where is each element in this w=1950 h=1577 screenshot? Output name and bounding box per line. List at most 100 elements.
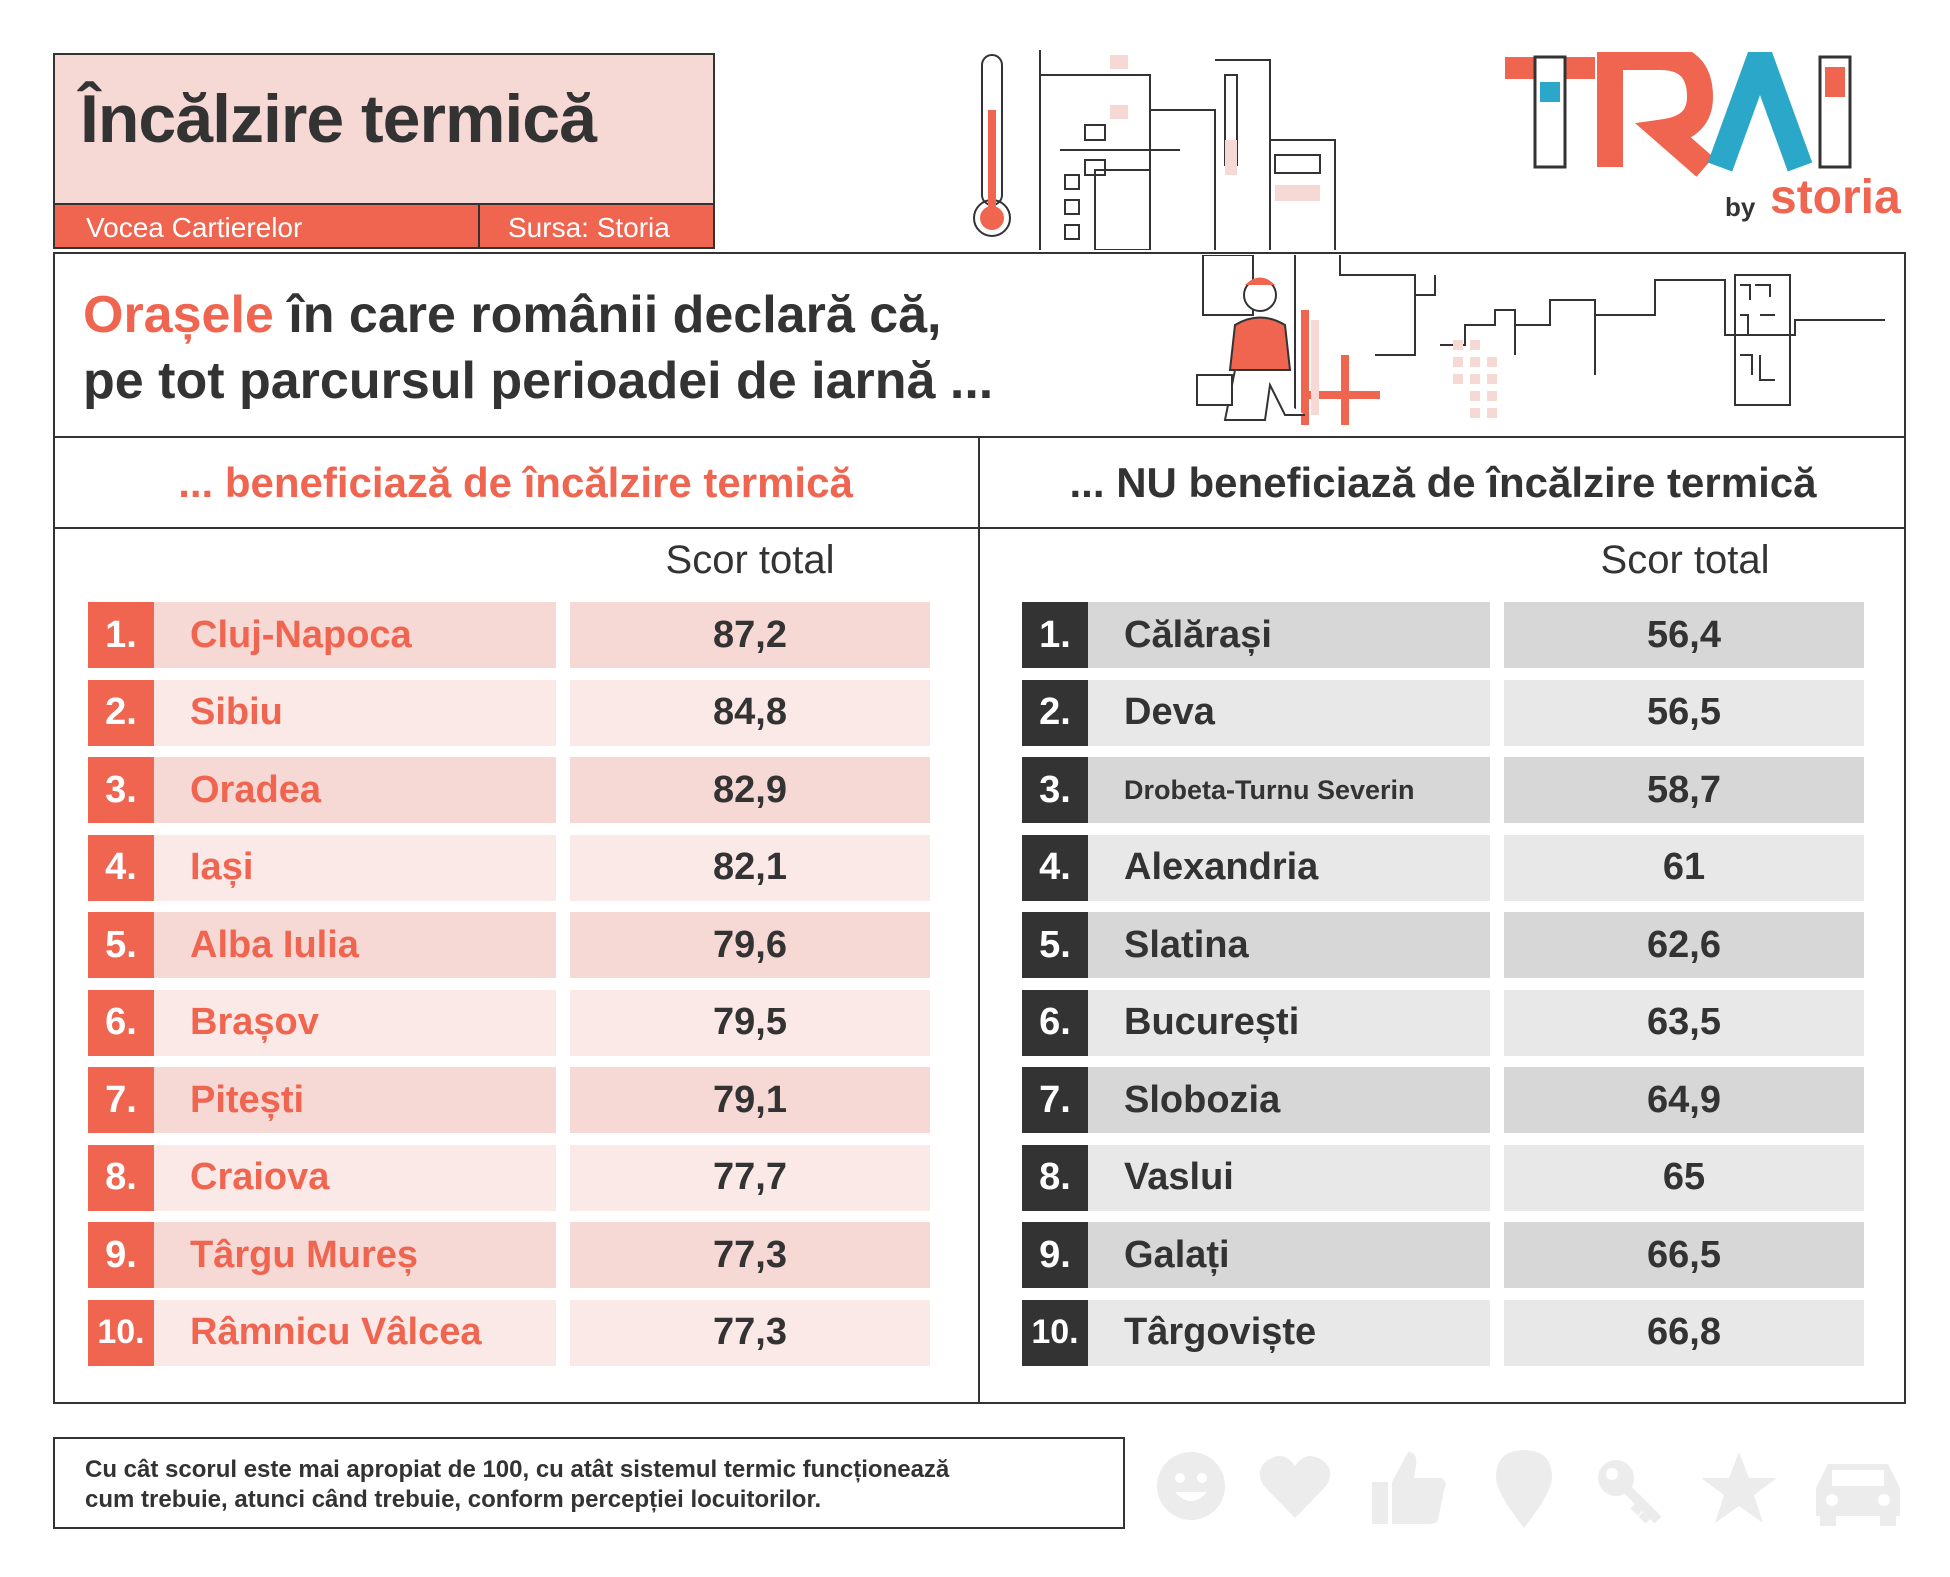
score-value: 84,8 (570, 679, 930, 746)
rank-badge: 7. (1022, 1067, 1088, 1133)
series-label: Vocea Cartierelor (86, 212, 303, 243)
score-value: 77,3 (570, 1299, 930, 1366)
score-value: 61 (1504, 834, 1864, 901)
left-score-header: Scor total (665, 538, 835, 582)
city-name: Oradea (154, 757, 556, 823)
rank-badge: 10. (88, 1299, 154, 1366)
location-pin-icon (1496, 1450, 1552, 1528)
table-row: 7. Slobozia 64,9 (1022, 1067, 1864, 1133)
city-name: Slatina (1088, 912, 1490, 978)
city-name: Slobozia (1088, 1067, 1490, 1133)
rank-badge: 6. (88, 989, 154, 1056)
table-row: 4. Alexandria 61 (1022, 834, 1864, 901)
score-value: 77,3 (570, 1222, 930, 1288)
table-row: 9. Galați 66,5 (1022, 1222, 1864, 1288)
tag-bar (53, 205, 715, 249)
city-name: Alexandria (1088, 834, 1490, 901)
table-row: 6. Brașov 79,5 (88, 989, 930, 1056)
score-value: 63,5 (1504, 989, 1864, 1056)
city-name: Târgoviște (1088, 1299, 1490, 1366)
rank-badge: 2. (88, 679, 154, 746)
city-name: Brașov (154, 989, 556, 1056)
city-name: Târgu Mureș (154, 1222, 556, 1288)
score-value: 58,7 (1504, 757, 1864, 823)
logo-brand: storia (1770, 171, 1901, 224)
rank-badge: 2. (1022, 679, 1088, 746)
rank-badge: 10. (1022, 1299, 1088, 1366)
table-row: 10. Râmnicu Vâlcea 77,3 (88, 1299, 930, 1366)
rank-badge: 4. (88, 834, 154, 901)
rank-badge: 7. (88, 1067, 154, 1133)
city-name: București (1088, 989, 1490, 1056)
score-value: 66,8 (1504, 1299, 1864, 1366)
left-column-heading: ... beneficiază de încălzire termică (178, 458, 853, 506)
city-name: Călărași (1088, 602, 1490, 668)
score-value: 56,4 (1504, 602, 1864, 668)
footnote-line1: Cu cât scorul este mai apropiat de 100, … (85, 1456, 950, 1483)
city-name: Cluj-Napoca (154, 602, 556, 668)
right-column-heading: ... NU beneficiază de încălzire termică (1069, 458, 1817, 506)
rank-badge: 3. (1022, 757, 1088, 823)
score-value: 77,7 (570, 1144, 930, 1211)
star-icon (1701, 1452, 1777, 1523)
table-row: 9. Târgu Mureș 77,3 (88, 1222, 930, 1288)
city-name: Craiova (154, 1144, 556, 1211)
title-box (53, 53, 715, 205)
footnote-line2: cum trebuie, atunci când trebuie, confor… (85, 1486, 822, 1513)
score-value: 66,5 (1504, 1222, 1864, 1288)
score-value: 79,5 (570, 989, 930, 1056)
rank-badge: 4. (1022, 834, 1088, 901)
city-name: Râmnicu Vâlcea (154, 1299, 556, 1366)
footnote: Cu cât scorul este mai apropiat de 100, … (53, 1437, 1125, 1529)
table-row: 4. Iași 82,1 (88, 834, 930, 901)
table-row: 2. Sibiu 84,8 (88, 679, 930, 746)
headline: Orașele în care românii declară că, pe t… (83, 282, 993, 414)
smiley-icon (1157, 1452, 1225, 1520)
city-name: Pitești (154, 1067, 556, 1133)
rank-badge: 1. (1022, 602, 1088, 668)
headline-line1: în care românii declară că, (273, 286, 942, 344)
car-icon (1816, 1464, 1900, 1526)
city-name: Vaslui (1088, 1144, 1490, 1211)
logo-by: by (1725, 192, 1756, 222)
thumbs-up-icon (1372, 1452, 1446, 1524)
key-icon (1598, 1460, 1662, 1524)
table-row: 1. Călărași 56,4 (1022, 602, 1864, 668)
city-name: Deva (1088, 679, 1490, 746)
score-value: 87,2 (570, 602, 930, 668)
table-row: 5. Slatina 62,6 (1022, 912, 1864, 978)
thermometer-buildings-illustration (973, 50, 1336, 250)
score-value: 64,9 (1504, 1067, 1864, 1133)
score-value: 82,9 (570, 757, 930, 823)
rank-badge: 9. (1022, 1222, 1088, 1288)
city-name: Galați (1088, 1222, 1490, 1288)
rank-badge: 3. (88, 757, 154, 823)
table-row: 8. Craiova 77,7 (88, 1144, 930, 1211)
tag-divider (478, 205, 480, 249)
table-row: 10. Târgoviște 66,8 (1022, 1299, 1864, 1366)
city-name: Drobeta-Turnu Severin (1088, 757, 1490, 823)
table-row: 8. Vaslui 65 (1022, 1144, 1864, 1211)
rank-badge: 5. (1022, 912, 1088, 978)
city-name: Sibiu (154, 679, 556, 746)
column-divider (978, 436, 980, 1404)
plumber-city-illustration (1196, 255, 1885, 425)
score-value: 82,1 (570, 834, 930, 901)
table-row: 3. Drobeta-Turnu Severin 58,7 (1022, 757, 1864, 823)
right-score-header: Scor total (1600, 538, 1770, 582)
headline-highlight: Orașele (83, 286, 274, 344)
rank-badge: 6. (1022, 989, 1088, 1056)
city-name: Iași (154, 834, 556, 901)
score-value: 62,6 (1504, 912, 1864, 978)
rank-badge: 8. (88, 1144, 154, 1211)
table-row: 1. Cluj-Napoca 87,2 (88, 602, 930, 668)
city-name: Alba Iulia (154, 912, 556, 978)
table-row: 2. Deva 56,5 (1022, 679, 1864, 746)
score-value: 65 (1504, 1144, 1864, 1211)
rank-badge: 9. (88, 1222, 154, 1288)
rank-badge: 8. (1022, 1144, 1088, 1211)
score-value: 79,1 (570, 1067, 930, 1133)
table-row: 5. Alba Iulia 79,6 (88, 912, 930, 978)
score-value: 79,6 (570, 912, 930, 978)
rank-badge: 5. (88, 912, 154, 978)
